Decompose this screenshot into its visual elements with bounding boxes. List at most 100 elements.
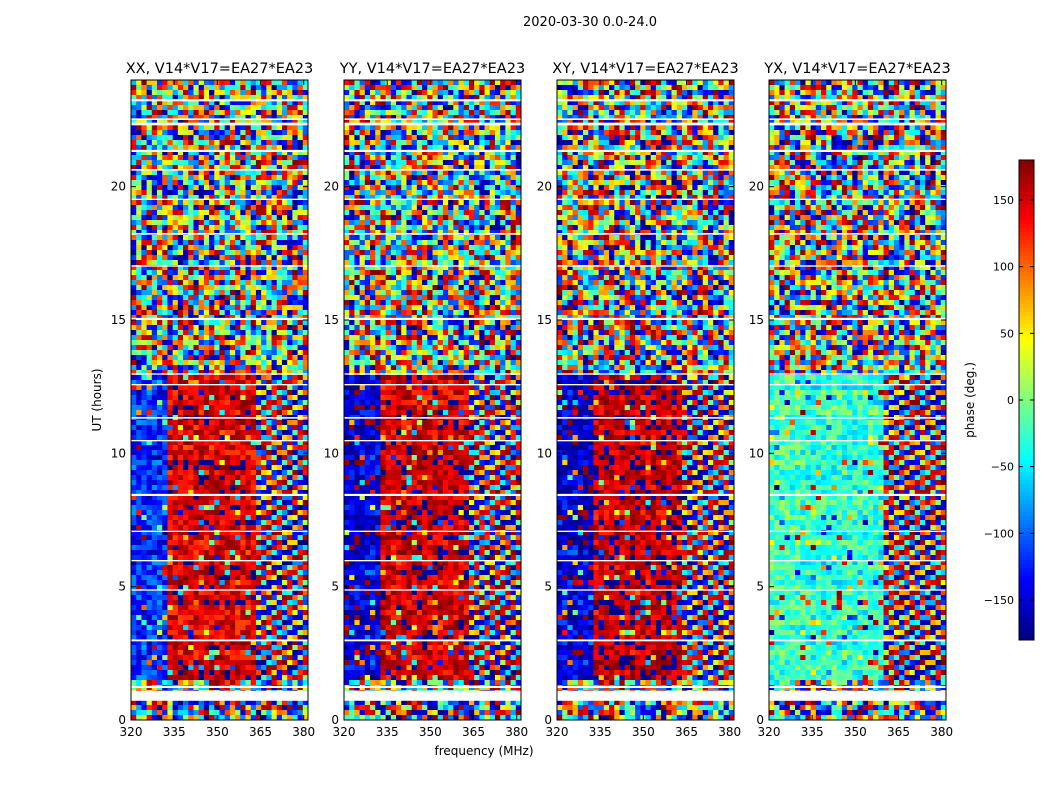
colorbar-segment bbox=[1019, 636, 1034, 641]
panel-frame bbox=[130, 79, 309, 721]
flagged-band bbox=[769, 149, 946, 152]
colorbar-label: phase (deg.) bbox=[963, 362, 977, 438]
colorbar-segment bbox=[1019, 480, 1034, 485]
y-tick-label: 0 bbox=[544, 713, 552, 727]
x-tick-label: 350 bbox=[632, 725, 655, 739]
colorbar-segment bbox=[1019, 572, 1034, 577]
flagged-band bbox=[344, 440, 521, 442]
colorbar-segment bbox=[1019, 188, 1034, 193]
colorbar-segment bbox=[1019, 464, 1034, 469]
flagged-band bbox=[344, 685, 521, 688]
y-tick-label: 5 bbox=[331, 580, 339, 594]
panel-frame bbox=[556, 79, 735, 721]
flagged-band bbox=[557, 440, 734, 442]
colorbar-segment bbox=[1019, 608, 1034, 613]
colorbar-tick-label: −50 bbox=[991, 461, 1014, 474]
flagged-band bbox=[769, 373, 946, 375]
colorbar-segment bbox=[1019, 348, 1034, 353]
flagged-band bbox=[131, 99, 308, 102]
colorbar-segment bbox=[1019, 252, 1034, 257]
colorbar-segment bbox=[1019, 400, 1034, 405]
flagged-band bbox=[344, 149, 521, 152]
colorbar-segment bbox=[1019, 540, 1034, 545]
colorbar-segment bbox=[1019, 468, 1034, 473]
flagged-band bbox=[769, 685, 946, 688]
panel-title: YY, V14*V17=EA27*EA23 bbox=[339, 61, 525, 77]
colorbar: 150 100 50 0 −50 −100 −150 phase (deg.) bbox=[963, 159, 1035, 641]
colorbar-segment bbox=[1019, 456, 1034, 461]
panel-title: YX, V14*V17=EA27*EA23 bbox=[763, 61, 950, 77]
flagged-band bbox=[557, 493, 734, 496]
flagged-band bbox=[769, 99, 946, 102]
x-tick-label: 320 bbox=[120, 725, 143, 739]
colorbar-segment bbox=[1019, 272, 1034, 277]
flagged-band bbox=[131, 233, 308, 235]
flagged-band bbox=[769, 122, 946, 126]
flagged-band bbox=[557, 233, 734, 235]
colorbar-segment bbox=[1019, 392, 1034, 397]
x-tick-label: 335 bbox=[163, 725, 186, 739]
colorbar-segment bbox=[1019, 596, 1034, 601]
flagged-band bbox=[557, 560, 734, 562]
colorbar-segment bbox=[1019, 512, 1034, 517]
flagged-band bbox=[769, 589, 946, 591]
colorbar-segment bbox=[1019, 420, 1034, 425]
flagged-band bbox=[131, 317, 308, 320]
colorbar-segment bbox=[1019, 556, 1034, 561]
colorbar-segment bbox=[1019, 548, 1034, 553]
y-tick-label: 0 bbox=[331, 713, 339, 727]
colorbar-segment bbox=[1019, 244, 1034, 249]
colorbar-segment bbox=[1019, 508, 1034, 513]
colorbar-segment bbox=[1019, 516, 1034, 521]
flagged-band bbox=[131, 373, 308, 375]
flagged-band bbox=[131, 122, 308, 126]
colorbar-segment bbox=[1019, 288, 1034, 293]
colorbar-segment bbox=[1019, 488, 1034, 493]
colorbar-segment bbox=[1019, 264, 1034, 269]
colorbar-segment bbox=[1019, 472, 1034, 477]
x-tick-label: 320 bbox=[758, 725, 781, 739]
colorbar-segment bbox=[1019, 380, 1034, 385]
panels: XX, V14*V17=EA27*EA23 320 335 350 365 380 0 5 10… bbox=[111, 61, 953, 739]
colorbar-segment bbox=[1019, 240, 1034, 245]
colorbar-segment bbox=[1019, 296, 1034, 301]
colorbar-segment bbox=[1019, 528, 1034, 533]
x-tick-label: 365 bbox=[249, 725, 272, 739]
colorbar-segment bbox=[1019, 444, 1034, 449]
colorbar-segment bbox=[1019, 324, 1034, 329]
colorbar-segment bbox=[1019, 220, 1034, 225]
colorbar-segment bbox=[1019, 260, 1034, 265]
flagged-band bbox=[131, 560, 308, 562]
flagged-band bbox=[557, 122, 734, 126]
colorbar-segment bbox=[1019, 408, 1034, 413]
colorbar-segment bbox=[1019, 500, 1034, 505]
colorbar-segment bbox=[1019, 216, 1034, 221]
colorbar-segment bbox=[1019, 440, 1034, 445]
flagged-band bbox=[344, 265, 521, 267]
colorbar-segment bbox=[1019, 300, 1034, 305]
flagged-band bbox=[769, 560, 946, 562]
x-tick-label: 350 bbox=[206, 725, 229, 739]
colorbar-segment bbox=[1019, 376, 1034, 381]
y-axis-label: UT (hours) bbox=[90, 368, 104, 431]
flagged-band bbox=[344, 118, 521, 120]
colorbar-segment bbox=[1019, 588, 1034, 593]
flagged-band bbox=[131, 530, 308, 532]
y-tick-label: 10 bbox=[537, 446, 552, 460]
y-tick-label: 20 bbox=[537, 180, 552, 194]
flagged-band bbox=[131, 685, 308, 688]
panel-1: YY, V14*V17=EA27*EA23 320 335 350 365 380 0 5 10… bbox=[324, 61, 528, 739]
colorbar-segment bbox=[1019, 620, 1034, 625]
flagged-band bbox=[131, 169, 308, 171]
flagged-band bbox=[769, 265, 946, 267]
flagged-band bbox=[557, 417, 734, 419]
colorbar-segment bbox=[1019, 388, 1034, 393]
flagged-band bbox=[557, 373, 734, 375]
flagged-band bbox=[557, 685, 734, 688]
x-tick-label: 380 bbox=[930, 725, 953, 739]
flagged-band bbox=[769, 639, 946, 642]
y-tick-label: 20 bbox=[749, 180, 764, 194]
panel-frame bbox=[768, 79, 947, 721]
colorbar-segment bbox=[1019, 316, 1034, 321]
